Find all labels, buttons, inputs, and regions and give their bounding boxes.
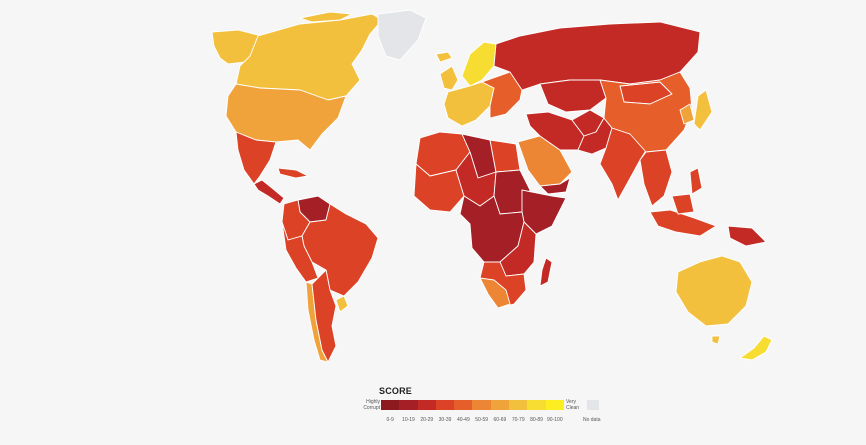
region-southeast-asia	[639, 149, 673, 207]
region-tasmania	[711, 335, 721, 345]
legend-swatch	[545, 400, 564, 410]
region-botswana-namibia	[479, 277, 511, 309]
legend-title: SCORE	[379, 386, 413, 396]
region-central-asia	[539, 79, 607, 113]
world-map	[211, 9, 773, 363]
region-philippines	[689, 167, 703, 195]
legend-swatch	[381, 400, 400, 410]
score-legend: SCORE Highly Corrupt Very Clean 0-9 10-1…	[360, 385, 620, 429]
region-new-zealand	[739, 335, 773, 361]
region-japan	[693, 89, 713, 131]
region-uk-ireland	[439, 65, 459, 91]
legend-swatch	[527, 400, 546, 410]
region-canadian-arctic	[299, 11, 353, 23]
legend-tick-label: 80-89	[530, 417, 543, 423]
legend-swatch	[472, 400, 491, 410]
legend-tick-label: 10-19	[402, 417, 415, 423]
region-central-america	[253, 179, 285, 205]
region-china	[599, 71, 693, 153]
legend-tick-label: 70-79	[511, 417, 525, 423]
region-peru-bolivia	[281, 221, 319, 283]
region-korea	[679, 103, 695, 125]
legend-color-scale	[381, 400, 564, 410]
region-argentina	[311, 269, 337, 363]
legend-swatch	[417, 400, 436, 410]
legend-tick-label: 20-29	[420, 417, 434, 423]
legend-swatch	[399, 400, 418, 410]
world-map-svg	[211, 9, 773, 363]
legend-tick-label: 0-9	[386, 417, 394, 423]
region-canada	[235, 13, 383, 101]
region-west-africa	[413, 163, 465, 213]
legend-tick-label: 50-59	[475, 417, 489, 423]
region-papua-new-guinea	[727, 225, 767, 247]
region-uruguay	[335, 295, 349, 313]
legend-swatch	[490, 400, 510, 410]
legend-swatch-no-data	[587, 400, 599, 410]
region-australia	[675, 255, 753, 327]
legend-tick-label: 60-69	[493, 417, 507, 423]
region-iceland	[435, 51, 453, 63]
region-greenland	[377, 9, 427, 61]
region-united-states	[225, 83, 347, 151]
region-indonesia	[649, 209, 717, 237]
region-mexico	[235, 131, 277, 185]
legend-tick-label: 90-100	[547, 417, 563, 423]
legend-label-no-data: No data	[583, 417, 601, 423]
legend-tick-labels: 0-9 10-19 20-29 30-39 40-49 50-59 60-69 …	[381, 417, 564, 423]
region-western-europe	[443, 81, 495, 127]
legend-swatch	[509, 400, 528, 410]
region-borneo	[671, 193, 695, 215]
region-caribbean	[277, 167, 309, 179]
legend-swatch	[435, 400, 455, 410]
legend-label-highly-corrupt: Highly Corrupt	[363, 399, 380, 411]
region-madagascar	[539, 257, 553, 287]
legend-tick-label: 40-49	[456, 417, 470, 423]
legend-swatch	[454, 400, 473, 410]
legend-label-very-clean: Very Clean	[566, 399, 580, 411]
region-yemen	[539, 177, 571, 195]
legend-tick-label: 30-39	[438, 417, 452, 423]
